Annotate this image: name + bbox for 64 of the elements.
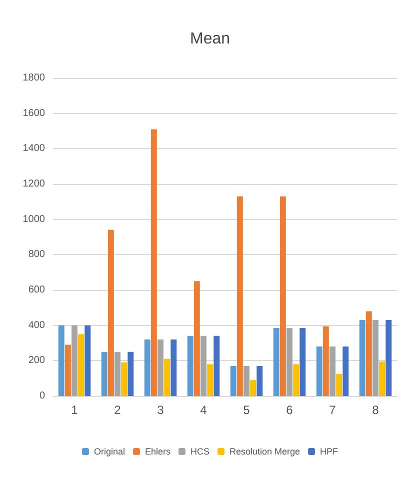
bar [194,281,200,396]
x-tick-label: 8 [372,403,380,417]
x-tick-label: 5 [243,403,250,417]
y-tick-label: 0 [39,390,46,402]
bar [158,339,164,396]
legend-label: Resolution Merge [229,446,300,456]
bar [379,362,386,396]
bar [164,358,170,396]
bar [128,352,134,396]
y-tick-label: 1800 [22,72,46,84]
y-tick-label: 800 [28,249,46,260]
x-tick-label: 7 [329,403,336,417]
bar [236,196,243,396]
bar [372,320,378,396]
bar [330,346,336,396]
bar [144,339,150,396]
bar [250,380,256,396]
bar [108,230,114,396]
bar [286,328,292,396]
x-tick-label: 3 [157,403,164,417]
x-tick-label: 2 [114,403,122,417]
bar [64,344,71,396]
y-tick-label: 400 [28,320,46,331]
legend-label: HPF [320,446,339,456]
x-tick-label: 6 [286,403,294,417]
bar [84,325,91,396]
x-tick-label: 1 [71,403,78,417]
legend-label: Ehlers [144,446,171,456]
y-tick-label: 1000 [22,214,46,225]
legend-label: Original [94,446,125,456]
bar [386,320,392,396]
bar [121,362,128,396]
bar [214,336,220,396]
y-tick-label: 1400 [22,143,46,154]
bar [150,129,157,396]
bar [293,364,300,396]
y-tick-label: 1200 [22,178,46,190]
y-tick-label: 1600 [22,108,46,119]
bar [316,346,322,396]
bar [72,325,78,396]
chart-title: Mean [190,30,230,48]
bar [101,352,108,396]
bar [336,374,342,396]
bar [359,320,366,396]
bar [200,336,206,396]
bar [187,336,194,396]
bar [207,364,214,396]
bar [244,366,250,396]
bar [114,352,120,396]
y-tick-label: 200 [28,355,46,366]
bar [78,334,84,396]
x-tick-label: 4 [200,403,208,417]
bar [342,346,349,396]
bar [273,328,280,396]
legend-label: HCS [190,446,210,456]
y-tick-label: 600 [28,284,46,296]
bar [280,196,286,396]
bar [230,366,236,396]
bar [300,328,306,396]
bar [58,325,64,396]
bar [322,326,329,396]
bar [170,339,177,396]
bar [256,366,263,396]
bar [366,311,372,396]
